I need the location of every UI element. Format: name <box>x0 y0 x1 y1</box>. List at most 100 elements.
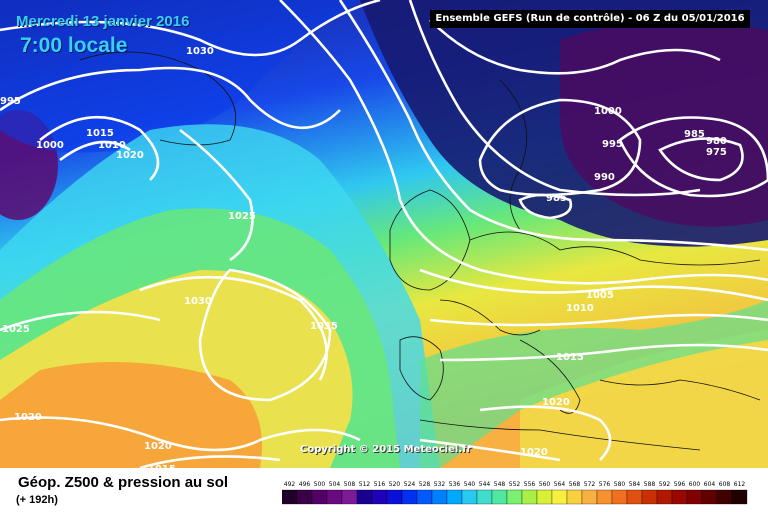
isobar-label: 1020 <box>144 441 172 452</box>
ridge-orange <box>0 362 262 468</box>
copyright: Copyright © 2015 Meteociel.fr <box>300 444 472 455</box>
forecast-time: 7:00 locale <box>20 34 128 57</box>
isobar-label: 1015 <box>148 464 176 468</box>
scale-tick-label: 600 <box>689 481 701 488</box>
scale-swatch <box>506 489 523 505</box>
scale-tick-label: 536 <box>449 481 461 488</box>
scale-tick-label: 592 <box>659 481 671 488</box>
isobar-label: 1010 <box>98 140 126 151</box>
scale-swatch <box>356 489 373 505</box>
color-scale: 492 496 500 504 508 512 516 520 524 528 532 536 540 5… <box>282 481 748 505</box>
isobar-label: 1020 <box>520 447 548 458</box>
isobar-label: 1000 <box>594 106 622 117</box>
isobar-label: 1000 <box>36 140 64 151</box>
scale-swatch <box>641 489 658 505</box>
isobar-label: 1035 <box>310 321 338 332</box>
scale-swatch <box>566 489 583 505</box>
south-green <box>420 300 768 468</box>
scale-swatch <box>686 489 703 505</box>
scale-swatch <box>551 489 568 505</box>
pressure-map: 1030 995 1000 1015 1010 1020 1025 1030 1… <box>0 0 768 468</box>
isobar-label: 985 <box>546 193 567 204</box>
isobar-label: 1015 <box>86 128 114 139</box>
scale-tick-label: 512 <box>359 481 371 488</box>
scale-swatch <box>461 489 478 505</box>
scale-swatch <box>716 489 733 505</box>
scale-tick-label: 604 <box>704 481 716 488</box>
scale-tick-label: 552 <box>509 481 521 488</box>
scale-swatch <box>491 489 508 505</box>
scale-tick-label: 568 <box>569 481 581 488</box>
scale-swatch <box>282 489 298 505</box>
isobar-labels: 1030 995 1000 1015 1010 1020 1025 1030 1… <box>0 46 727 468</box>
isobar-label: 1020 <box>116 150 144 161</box>
isobar-label: 1010 <box>566 303 594 314</box>
scale-swatch <box>431 489 448 505</box>
scale-tick-label: 608 <box>719 481 731 488</box>
scale-swatch <box>446 489 463 505</box>
scale-swatch <box>581 489 598 505</box>
scale-tick-label: 500 <box>314 481 326 488</box>
scale-swatch <box>611 489 628 505</box>
scale-tick-label: 508 <box>344 481 356 488</box>
isobar-label: 1020 <box>542 397 570 408</box>
scale-tick-label: 544 <box>479 481 491 488</box>
run-info: Ensemble GEFS (Run de contrôle) - 06 Z d… <box>430 10 750 28</box>
scale-tick-label: 532 <box>434 481 446 488</box>
scale-tick-label: 504 <box>329 481 341 488</box>
scale-tick-label: 596 <box>674 481 686 488</box>
scale-tick-label: 560 <box>539 481 551 488</box>
scale-tick-label: 528 <box>419 481 431 488</box>
scale-swatch <box>626 489 643 505</box>
scale-tick-label: 516 <box>374 481 386 488</box>
isobar-label: 990 <box>594 172 615 183</box>
isobar-label: 1030 <box>186 46 214 57</box>
isobars <box>0 0 768 468</box>
scale-swatch <box>341 489 358 505</box>
scale-tick-label: 496 <box>299 481 311 488</box>
scale-swatch <box>371 489 388 505</box>
scale-tick-label: 556 <box>524 481 536 488</box>
isobar-label: 1025 <box>2 324 30 335</box>
scale-swatch <box>656 489 673 505</box>
scale-tick-label: 584 <box>629 481 641 488</box>
scale-swatch <box>401 489 418 505</box>
isobar-label: 975 <box>706 147 727 158</box>
blue-northwest <box>0 0 360 153</box>
legend-subtitle: (+ 192h) <box>16 494 58 506</box>
isobar-label: 995 <box>602 139 623 150</box>
scale-tick-label: 520 <box>389 481 401 488</box>
scale-swatch <box>386 489 403 505</box>
scale-swatch <box>671 489 688 505</box>
isobar-label: 1030 <box>184 296 212 307</box>
scale-swatch <box>596 489 613 505</box>
forecast-date: Mercredi 13 janvier 2016 <box>16 13 190 30</box>
scale-swatch <box>296 489 313 505</box>
isobar-label: 1005 <box>586 290 614 301</box>
legend-title: Géop. Z500 & pression au sol <box>18 474 229 491</box>
isobar-label: 985 <box>684 129 705 140</box>
southeast-warm <box>520 330 768 468</box>
scale-tick-label: 612 <box>734 481 746 488</box>
isobar-label: 1020 <box>14 412 42 423</box>
isobar-label: 995 <box>0 96 21 107</box>
scale-swatch <box>521 489 538 505</box>
isobar-label: 980 <box>706 136 727 147</box>
scale-swatch <box>731 489 748 505</box>
scale-tick-label: 576 <box>599 481 611 488</box>
scale-tick-label: 548 <box>494 481 506 488</box>
scale-swatch <box>311 489 328 505</box>
low-core-east <box>560 22 768 227</box>
scale-swatch <box>326 489 343 505</box>
scale-tick-label: 564 <box>554 481 566 488</box>
scale-tick-label: 588 <box>644 481 656 488</box>
scale-swatch <box>701 489 718 505</box>
scale-tick-label: 492 <box>284 481 296 488</box>
scale-swatch <box>416 489 433 505</box>
scale-tick-label: 524 <box>404 481 416 488</box>
isobar-label: 1025 <box>228 211 256 222</box>
scale-tick-label: 580 <box>614 481 626 488</box>
isobar-label: 1015 <box>556 352 584 363</box>
scale-swatch <box>476 489 493 505</box>
